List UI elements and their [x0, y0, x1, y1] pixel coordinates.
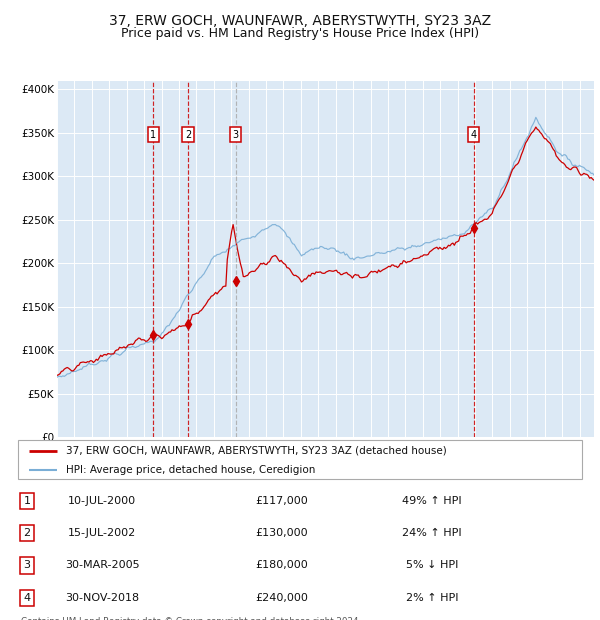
Text: £117,000: £117,000	[256, 496, 308, 506]
Text: HPI: Average price, detached house, Ceredigion: HPI: Average price, detached house, Cere…	[66, 465, 316, 475]
Text: 4: 4	[470, 130, 477, 140]
Text: 30-NOV-2018: 30-NOV-2018	[65, 593, 139, 603]
Text: 5% ↓ HPI: 5% ↓ HPI	[406, 560, 458, 570]
Text: 37, ERW GOCH, WAUNFAWR, ABERYSTWYTH, SY23 3AZ: 37, ERW GOCH, WAUNFAWR, ABERYSTWYTH, SY2…	[109, 14, 491, 29]
Text: 2% ↑ HPI: 2% ↑ HPI	[406, 593, 458, 603]
Text: 2: 2	[185, 130, 191, 140]
Text: 2: 2	[23, 528, 31, 538]
Text: 3: 3	[23, 560, 31, 570]
Text: 10-JUL-2000: 10-JUL-2000	[68, 496, 136, 506]
Text: 37, ERW GOCH, WAUNFAWR, ABERYSTWYTH, SY23 3AZ (detached house): 37, ERW GOCH, WAUNFAWR, ABERYSTWYTH, SY2…	[66, 446, 446, 456]
Text: 1: 1	[150, 130, 157, 140]
Text: 1: 1	[23, 496, 31, 506]
Text: Price paid vs. HM Land Registry's House Price Index (HPI): Price paid vs. HM Land Registry's House …	[121, 27, 479, 40]
Text: £240,000: £240,000	[256, 593, 308, 603]
Text: £180,000: £180,000	[256, 560, 308, 570]
Text: Contains HM Land Registry data © Crown copyright and database right 2024.
This d: Contains HM Land Registry data © Crown c…	[21, 617, 361, 620]
Text: 15-JUL-2002: 15-JUL-2002	[68, 528, 136, 538]
Text: 24% ↑ HPI: 24% ↑ HPI	[402, 528, 462, 538]
Text: 4: 4	[23, 593, 31, 603]
Text: 3: 3	[232, 130, 239, 140]
Text: 49% ↑ HPI: 49% ↑ HPI	[402, 496, 462, 506]
Text: 30-MAR-2005: 30-MAR-2005	[65, 560, 139, 570]
FancyBboxPatch shape	[18, 440, 582, 479]
Text: £130,000: £130,000	[256, 528, 308, 538]
